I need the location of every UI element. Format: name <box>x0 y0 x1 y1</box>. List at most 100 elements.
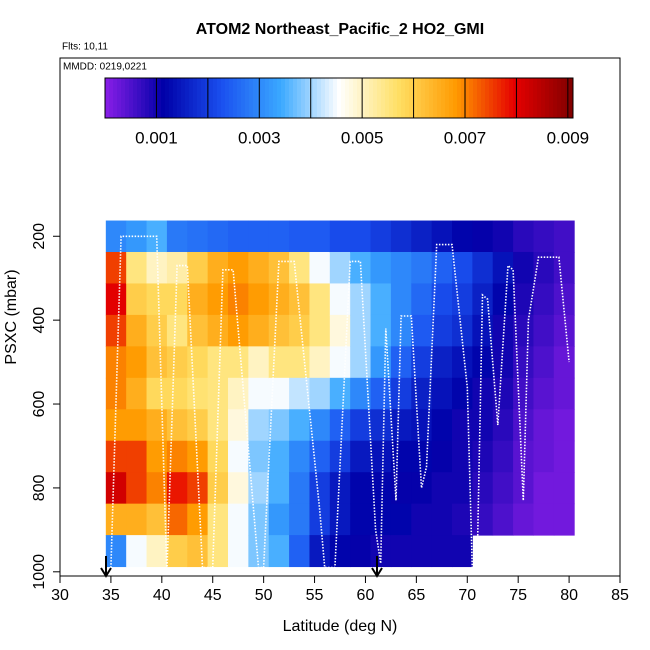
heat-cell <box>146 346 168 379</box>
heat-cell <box>533 440 555 473</box>
heat-cell <box>166 346 188 379</box>
colorbar-swatch <box>553 78 558 118</box>
heat-cell <box>452 472 473 505</box>
heat-cell <box>472 251 494 284</box>
heat-cell <box>207 472 229 505</box>
heat-cell <box>431 377 453 410</box>
heat-cell <box>289 283 310 316</box>
heat-cell <box>329 377 351 410</box>
colorbar-swatch <box>321 78 326 118</box>
x-tick-label: 45 <box>204 587 222 604</box>
heat-cell <box>289 440 310 473</box>
heat-cell <box>431 535 453 568</box>
heat-cell <box>472 346 494 379</box>
heat-cell <box>411 220 433 253</box>
heat-cell <box>248 440 270 473</box>
colorbar-swatch <box>237 78 242 118</box>
colorbar-swatch <box>157 78 162 118</box>
colorbar-swatch <box>505 78 510 118</box>
heat-cell <box>390 409 412 442</box>
heat-cell <box>126 314 148 347</box>
heat-cell <box>146 314 168 347</box>
heat-cell <box>105 535 127 568</box>
heat-cell <box>513 472 534 505</box>
heat-cell <box>187 220 209 253</box>
colorbar-swatch <box>381 78 386 118</box>
heat-cell <box>146 409 168 442</box>
heat-cell <box>166 283 188 316</box>
colorbar-swatch <box>281 78 286 118</box>
colorbar-swatch <box>161 78 166 118</box>
heat-cell <box>309 377 331 410</box>
colorbar-swatch <box>561 78 566 118</box>
heat-cell <box>289 314 310 347</box>
x-tick-label: 55 <box>306 587 324 604</box>
x-tick-label: 60 <box>357 587 375 604</box>
colorbar-swatch <box>293 78 298 118</box>
heat-cell <box>472 472 494 505</box>
heat-cell <box>370 377 392 410</box>
heat-cell <box>533 314 555 347</box>
heat-cell <box>187 440 209 473</box>
colorbar-swatch <box>233 78 238 118</box>
colorbar-swatch <box>357 78 362 118</box>
colorbar-swatch <box>269 78 274 118</box>
heat-cell <box>350 409 372 442</box>
heat-cell <box>248 409 270 442</box>
heat-cell <box>390 535 412 568</box>
heat-cell <box>228 409 249 442</box>
heat-cell <box>553 220 575 253</box>
colorbar-swatch <box>401 78 406 118</box>
heat-cell <box>309 283 331 316</box>
colorbar-swatch <box>413 78 418 118</box>
heat-cell <box>248 535 270 568</box>
colorbar-swatch <box>449 78 454 118</box>
colorbar-swatch <box>105 78 110 118</box>
heat-cell <box>187 314 209 347</box>
heat-cell <box>289 346 310 379</box>
colorbar-swatch <box>301 78 306 118</box>
colorbar-swatch <box>533 78 538 118</box>
heat-cell <box>329 283 351 316</box>
colorbar-swatch <box>549 78 554 118</box>
colorbar-swatch <box>529 78 534 118</box>
heat-cell <box>166 503 188 536</box>
heat-cell <box>207 283 229 316</box>
colorbar-swatch <box>333 78 338 118</box>
colorbar-swatch <box>329 78 334 118</box>
x-tick-label: 75 <box>509 587 527 604</box>
heat-cell <box>553 283 575 316</box>
x-tick-label: 40 <box>153 587 171 604</box>
colorbar-swatch <box>289 78 294 118</box>
chart-title: ATOM2 Northeast_Pacific_2 HO2_GMI <box>196 21 484 38</box>
heat-cell <box>533 409 555 442</box>
colorbar-swatch <box>113 78 118 118</box>
colorbar-swatch <box>341 78 346 118</box>
y-tick-label: 800 <box>31 474 48 501</box>
colorbar: 0.001 0.003 0.005 0.007 0.009 <box>104 77 589 147</box>
colorbar-swatch <box>337 78 342 118</box>
heat-cell <box>533 472 555 505</box>
heat-cell <box>207 251 229 284</box>
heat-cell <box>513 220 534 253</box>
heat-cell <box>553 440 575 473</box>
heat-cell <box>533 346 555 379</box>
heat-cell <box>187 283 209 316</box>
x-axis-label: Latitude (deg N) <box>283 618 398 635</box>
heat-cell <box>146 377 168 410</box>
heat-cell <box>472 314 494 347</box>
heat-cell <box>329 472 351 505</box>
colorbar-swatch <box>517 78 522 118</box>
colorbar-swatch <box>261 78 266 118</box>
heat-cell <box>350 440 372 473</box>
heat-cell <box>207 346 229 379</box>
heat-cell <box>289 472 310 505</box>
colorbar-swatch <box>169 78 174 118</box>
heat-cell <box>187 503 209 536</box>
heat-cell <box>492 377 514 410</box>
y-axis-label: PSXC (mbar) <box>3 269 20 364</box>
colorbar-swatch <box>453 78 458 118</box>
colorbar-swatch <box>133 78 138 118</box>
